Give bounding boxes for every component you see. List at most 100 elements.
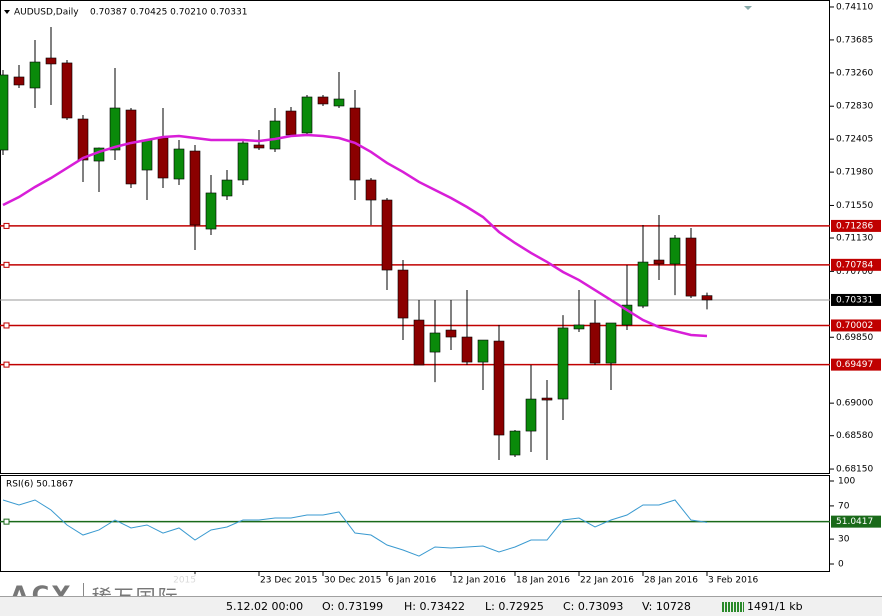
level-tag <box>831 219 881 232</box>
candle-body <box>429 332 441 353</box>
x-tick-label: 12 Jan 2016 <box>452 576 506 586</box>
y-tick-label: 0.68580 <box>836 431 873 441</box>
y-tick-label: 0.72830 <box>836 102 873 112</box>
y-tick-label: 0.71550 <box>836 201 873 211</box>
rsi-line <box>2 499 708 557</box>
y-tick-label: 100 <box>838 477 855 487</box>
candle-body <box>301 96 313 134</box>
candle-body <box>589 322 601 364</box>
status-traffic: 1491/1 kb <box>747 600 803 613</box>
status-volume: V: 10728 <box>642 600 691 613</box>
y-tick-label: 0.68150 <box>836 465 873 475</box>
candle-body <box>669 237 681 265</box>
candle-body <box>13 76 25 86</box>
candle-body <box>397 269 409 319</box>
candle-body <box>109 107 121 151</box>
candle-body <box>413 319 425 366</box>
ohlc: 0.70387 0.70425 0.70210 0.70331 <box>90 8 247 18</box>
candle-body <box>157 137 169 179</box>
x-tick-label: 3 Feb 2016 <box>708 576 759 586</box>
candle-body <box>77 118 89 161</box>
symbol: AUDUSD,Daily <box>14 8 79 18</box>
candle-body <box>525 398 537 432</box>
rsi-level-label: 51.0417 <box>836 517 873 527</box>
candle-body <box>573 324 585 330</box>
level-handle <box>3 261 10 268</box>
main-panel <box>0 0 830 474</box>
rsi-panel <box>0 475 830 572</box>
level-tag <box>831 319 881 332</box>
y-tick-label: 0.74110 <box>836 2 873 12</box>
candle-body <box>493 340 505 436</box>
candle-body <box>333 98 345 107</box>
candle-body <box>0 74 9 151</box>
candle-body <box>637 261 649 307</box>
x-tick-label: 30 Dec 2015 <box>324 576 382 586</box>
level-label: 0.71286 <box>836 221 873 231</box>
x-tick-label: 6 Jan 2016 <box>388 576 436 586</box>
candle-body <box>125 109 137 185</box>
candle-body <box>253 144 265 149</box>
moving-average <box>2 133 708 338</box>
status-open: O: 0.73199 <box>322 600 384 613</box>
y-tick-label: 0.73685 <box>836 35 873 45</box>
candle-body <box>653 259 665 265</box>
x-tick-label: 23 Dec 2015 <box>260 576 318 586</box>
candle-body <box>621 304 633 326</box>
status-time: 5.12.02 00:00 <box>226 600 304 613</box>
candle-body <box>61 62 73 119</box>
y-tick-label: 0.73260 <box>836 68 873 78</box>
x-tick-label: 22 Jan 2016 <box>580 576 634 586</box>
candle-body <box>541 397 553 401</box>
level-tag <box>831 358 881 371</box>
candle-body <box>221 179 233 197</box>
level-handle <box>3 222 10 229</box>
candle-body <box>461 336 473 363</box>
candle-body <box>29 61 41 89</box>
level-tag <box>831 258 881 271</box>
level-label: 0.70784 <box>836 260 873 270</box>
candle-body <box>189 150 201 226</box>
candle-body <box>605 322 617 364</box>
y-tick-label: 0.69000 <box>836 399 873 409</box>
traffic-icon <box>722 602 744 612</box>
level-label: 0.69497 <box>836 360 873 370</box>
marker <box>744 6 752 10</box>
level-handle <box>3 322 10 329</box>
y-tick-label: 0.72405 <box>836 135 873 145</box>
candle-body <box>557 327 569 400</box>
y-tick-label: 0.69850 <box>836 333 873 343</box>
level-handle <box>3 361 10 368</box>
candle-body <box>269 120 281 150</box>
candle-body <box>685 237 697 297</box>
rsi-title: RSI(6) 50.1867 <box>6 480 73 490</box>
level-label: 0.70002 <box>836 321 873 331</box>
marker <box>4 10 10 14</box>
candle-body <box>141 139 153 171</box>
x-tick-label: 18 Jan 2016 <box>516 576 570 586</box>
status-low: L: 0.72925 <box>485 600 544 613</box>
candle-body <box>317 96 329 105</box>
candle-body <box>285 110 297 136</box>
chart: AUDUSD,Daily 0.70387 0.70425 0.70210 0.7… <box>0 0 881 586</box>
y-tick-label: 0.70700 <box>836 267 873 277</box>
candle-body <box>237 142 249 181</box>
x-tick-label: 28 Jan 2016 <box>644 576 698 586</box>
status-close: C: 0.73093 <box>563 600 624 613</box>
y-tick-label: 70 <box>838 501 850 511</box>
current-price-label: 0.70331 <box>836 295 873 305</box>
candle-body <box>205 192 217 230</box>
y-tick-label: 0.71130 <box>836 234 873 244</box>
y-tick-label: 0 <box>838 560 844 570</box>
level-handle <box>3 518 10 525</box>
candle-body <box>381 199 393 271</box>
y-tick-label: 0.71980 <box>836 168 873 178</box>
y-tick-label: 30 <box>838 535 850 545</box>
level-tag <box>831 515 881 528</box>
candle-body <box>173 148 185 180</box>
status-high: H: 0.73422 <box>404 600 465 613</box>
status-bar: 5.12.02 00:00 O: 0.73199 H: 0.73422 L: 0… <box>0 596 882 616</box>
candle-body <box>445 329 457 338</box>
candle-body <box>365 179 377 201</box>
